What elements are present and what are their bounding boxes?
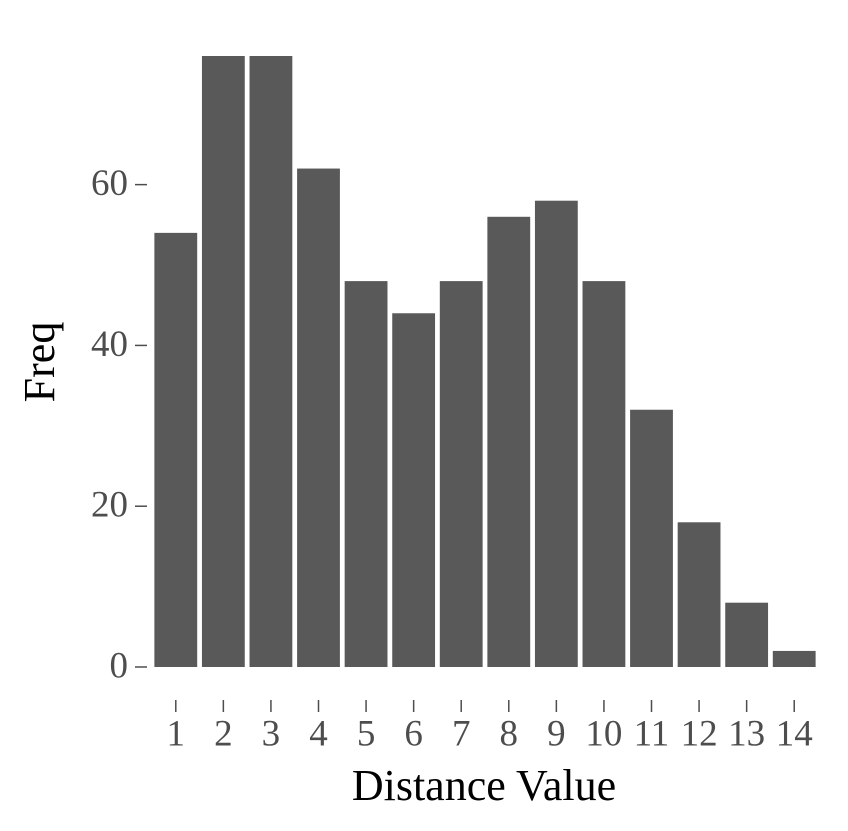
y-tick-label: 40: [91, 324, 128, 365]
x-axis-title: Distance Value: [352, 761, 616, 810]
bar: [297, 168, 340, 668]
x-tick-label: 6: [404, 713, 423, 754]
x-tick-label: 8: [500, 713, 519, 754]
y-tick-label: 0: [110, 645, 129, 686]
bar: [582, 281, 626, 667]
bar: [725, 602, 769, 667]
bar: [392, 313, 436, 667]
bar: [534, 200, 578, 668]
x-tick-label: 5: [357, 713, 376, 754]
x-tick-label: 14: [776, 713, 813, 754]
x-tick-label: 9: [547, 713, 566, 754]
bar: [772, 650, 816, 667]
bar: [154, 232, 198, 668]
bar: [201, 56, 245, 667]
x-tick-label: 1: [167, 713, 186, 754]
bar: [677, 522, 721, 667]
bar: [630, 409, 673, 667]
bar: [249, 56, 293, 667]
bar: [439, 281, 483, 667]
x-tick-label: 7: [452, 713, 471, 754]
y-tick-label: 60: [91, 163, 128, 204]
y-tick-label: 20: [91, 485, 128, 526]
bar: [487, 216, 531, 667]
y-axis-title: Freq: [15, 322, 64, 403]
x-tick-label: 10: [585, 713, 622, 754]
x-tick-label: 4: [309, 713, 328, 754]
x-tick-label: 2: [214, 713, 233, 754]
x-tick-label: 13: [728, 713, 765, 754]
x-tick-label: 3: [262, 713, 281, 754]
x-tick-label: 12: [681, 713, 718, 754]
bar: [344, 281, 388, 667]
x-tick-label: 11: [634, 713, 670, 754]
